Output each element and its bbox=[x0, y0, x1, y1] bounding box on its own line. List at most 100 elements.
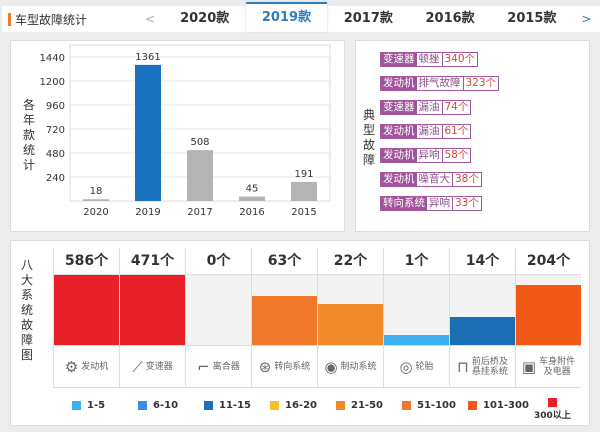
x-tick-label: 2016 bbox=[239, 207, 264, 218]
system-name: 制动系统 bbox=[340, 361, 377, 372]
yearly-chart-panel bbox=[10, 40, 345, 232]
system-bar-area bbox=[252, 275, 317, 345]
tab-2016[interactable]: 2016款 bbox=[425, 11, 475, 26]
systems-label: 八大系统故障图 bbox=[20, 258, 33, 362]
legend-swatch bbox=[138, 401, 147, 410]
fault-count: 38个 bbox=[455, 173, 479, 185]
legend-swatch bbox=[547, 398, 557, 407]
y-tick-label: 720 bbox=[46, 125, 65, 136]
system-column[interactable]: 471个 ⟋ 变速器 bbox=[119, 248, 185, 388]
legend-label: 6-10 bbox=[153, 400, 179, 411]
brake-disc-icon: ◉ bbox=[324, 357, 338, 376]
yearly-chart-ylabel: 各年款统计 bbox=[22, 98, 35, 172]
legend-item: 101-300 bbox=[468, 400, 529, 411]
system-column[interactable]: 204个 ▣ 车身附件及电器 bbox=[515, 248, 581, 388]
system-bar bbox=[450, 317, 515, 345]
system-bar bbox=[318, 304, 383, 345]
y-tick-label: 960 bbox=[46, 101, 65, 112]
legend-item: 51-100 bbox=[402, 400, 456, 411]
fault-type: 排气故障 bbox=[417, 77, 464, 90]
tab-2017[interactable]: 2017款 bbox=[343, 11, 393, 26]
fault-component: 发动机 bbox=[381, 173, 417, 186]
bar-value-label: 18 bbox=[90, 186, 103, 197]
system-name: 车身附件及电器 bbox=[539, 356, 576, 377]
system-bar bbox=[252, 296, 317, 345]
system-count: 14个 bbox=[450, 248, 515, 275]
typical-fault-tag[interactable]: 发动机 排气故障 323个 bbox=[380, 76, 500, 91]
fault-type: 噪音大 bbox=[417, 173, 453, 186]
fault-component: 转向系统 bbox=[381, 197, 427, 210]
legend-label: 101-300 bbox=[483, 400, 529, 411]
system-bar-area bbox=[318, 275, 383, 345]
system-count: 1个 bbox=[384, 248, 449, 275]
battery-icon: ▣ bbox=[521, 357, 537, 376]
legend-label: 11-15 bbox=[219, 400, 251, 411]
system-bar bbox=[516, 284, 581, 345]
bar-2019[interactable] bbox=[135, 64, 161, 202]
bar-value-label: 508 bbox=[190, 137, 209, 148]
system-bar-area bbox=[54, 275, 119, 345]
clutch-pedal-icon: ⌐ bbox=[197, 357, 210, 376]
fault-component: 发动机 bbox=[381, 77, 417, 90]
typical-fault-tag[interactable]: 发动机 漏油 61个 bbox=[380, 124, 472, 139]
steering-wheel-icon: ⊛ bbox=[258, 357, 272, 376]
bar-2016[interactable] bbox=[239, 196, 265, 202]
bar-value-label: 1361 bbox=[135, 52, 160, 63]
tab-2020[interactable]: 2020款 bbox=[180, 11, 230, 26]
system-bar-area bbox=[384, 275, 449, 345]
system-name: 轮胎 bbox=[415, 361, 434, 372]
title-accent bbox=[8, 12, 11, 26]
legend-swatch bbox=[204, 401, 213, 410]
system-name: 变速器 bbox=[145, 361, 173, 372]
system-column[interactable]: 22个 ◉ 制动系统 bbox=[317, 248, 383, 388]
bar-2015[interactable] bbox=[291, 181, 317, 201]
y-tick-label: 1200 bbox=[40, 77, 65, 88]
system-column[interactable]: 14个 ⊓ 前后桥及悬挂系统 bbox=[449, 248, 515, 388]
system-column[interactable]: 63个 ⊛ 转向系统 bbox=[251, 248, 317, 388]
engine-icon: ⚙ bbox=[64, 357, 79, 376]
legend-swatch bbox=[402, 401, 411, 410]
typical-fault-tag[interactable]: 变速器 顿挫 340个 bbox=[380, 52, 479, 67]
system-bar bbox=[384, 335, 449, 345]
section-title: 车型故障统计 bbox=[2, 11, 137, 28]
system-column[interactable]: 586个 ⚙ 发动机 bbox=[53, 248, 119, 388]
fault-count: 74个 bbox=[444, 101, 469, 113]
fault-type: 异响 bbox=[427, 197, 453, 210]
system-name: 发动机 bbox=[81, 361, 109, 372]
system-column[interactable]: 1个 ◎ 轮胎 bbox=[383, 248, 449, 388]
system-bar-area bbox=[516, 275, 581, 345]
next-arrow-icon[interactable]: > bbox=[581, 12, 592, 26]
legend-label: 51-100 bbox=[417, 400, 456, 411]
tab-2015[interactable]: 2015款 bbox=[507, 11, 557, 26]
fault-component: 变速器 bbox=[381, 101, 417, 114]
legend-swatch bbox=[468, 401, 477, 410]
x-tick-label: 2015 bbox=[291, 207, 316, 218]
tire-icon: ◎ bbox=[399, 357, 413, 376]
system-count: 586个 bbox=[54, 248, 119, 275]
typical-fault-tag[interactable]: 转向系统 异响 33个 bbox=[380, 196, 482, 211]
prev-arrow-icon[interactable]: < bbox=[145, 12, 156, 26]
y-tick-label: 480 bbox=[46, 149, 65, 160]
system-name: 离合器 bbox=[212, 361, 240, 372]
typical-fault-tag[interactable]: 发动机 异响 58个 bbox=[380, 148, 472, 163]
bar-value-label: 45 bbox=[246, 184, 259, 195]
legend-item: 1-5 bbox=[72, 400, 105, 411]
system-count: 204个 bbox=[516, 248, 581, 275]
tab-2019[interactable]: 2019款 bbox=[245, 2, 328, 32]
fault-type: 异响 bbox=[417, 149, 443, 162]
typical-fault-tag[interactable]: 发动机 噪音大 38个 bbox=[380, 172, 482, 187]
system-bar-area bbox=[186, 275, 251, 345]
bar-2017[interactable] bbox=[187, 150, 213, 201]
legend-label: 300以上 bbox=[534, 411, 571, 421]
system-bar-area bbox=[450, 275, 515, 345]
fault-type: 漏油 bbox=[417, 125, 443, 138]
typical-fault-tag[interactable]: 变速器 漏油 74个 bbox=[380, 100, 472, 115]
fault-count: 340个 bbox=[444, 53, 476, 65]
yearly-bar-chart: 240 480 720 960 1200 1440 18 2020 1361 2019 508 201… bbox=[40, 44, 331, 218]
legend-label: 1-5 bbox=[87, 400, 106, 411]
bar-2020[interactable] bbox=[83, 199, 109, 201]
fault-count: 323个 bbox=[465, 77, 497, 89]
system-column[interactable]: 0个 ⌐ 离合器 bbox=[185, 248, 251, 388]
typical-faults-label: 典型故障 bbox=[362, 108, 375, 167]
legend-swatch bbox=[72, 401, 81, 410]
